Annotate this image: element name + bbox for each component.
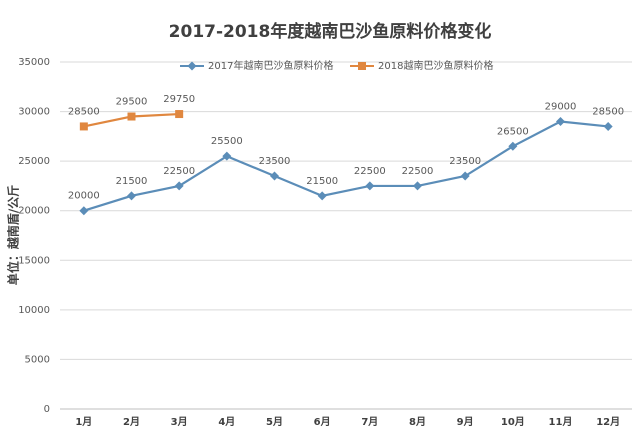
x-tick-label: 8月: [409, 416, 426, 428]
data-label: 23500: [259, 156, 291, 167]
x-tick-label: 11月: [549, 416, 573, 428]
y-tick-label: 0: [44, 404, 50, 415]
data-label: 26500: [497, 126, 529, 137]
data-label: 22500: [354, 166, 386, 177]
point: [175, 110, 184, 119]
data-label: 21500: [116, 176, 148, 187]
y-tick-label: 25000: [18, 156, 50, 167]
data-label: 20000: [68, 191, 100, 202]
series-line: [83, 120, 609, 212]
data-label: 21500: [306, 176, 338, 187]
point: [603, 121, 613, 131]
y-axis-label: 单位：越南盾/公斤: [6, 185, 21, 285]
y-tick-label: 15000: [18, 255, 50, 266]
data-label: 22500: [402, 166, 434, 177]
data-label: 29750: [163, 94, 195, 105]
data-label: 25500: [211, 136, 243, 147]
point: [556, 116, 565, 126]
point: [365, 181, 375, 191]
y-tick-label: 10000: [18, 305, 50, 316]
x-tick-label: 2月: [123, 416, 140, 428]
x-tick-label: 10月: [501, 416, 525, 428]
point: [174, 181, 184, 191]
x-tick-label: 1月: [75, 416, 92, 428]
data-label: 23500: [449, 156, 481, 167]
data-label: 28500: [68, 106, 100, 117]
point: [317, 191, 327, 201]
point: [358, 62, 366, 70]
x-tick-label: 9月: [457, 416, 474, 428]
point: [460, 171, 470, 181]
chart-title: 2017-2018年度越南巴沙鱼原料价格变化: [169, 21, 492, 42]
data-label: 29500: [116, 97, 148, 108]
point: [127, 191, 136, 201]
point: [270, 171, 279, 181]
legend-label: 2017年越南巴沙鱼原料价格: [208, 59, 333, 72]
y-tick-label: 35000: [18, 57, 50, 68]
y-tick-label: 5000: [25, 354, 50, 365]
legend-label: 2018越南巴沙鱼原料价格: [378, 59, 493, 72]
point: [413, 181, 422, 191]
x-tick-label: 3月: [171, 416, 188, 428]
x-tick-label: 6月: [314, 416, 331, 428]
point: [508, 141, 518, 151]
y-tick-label: 20000: [18, 206, 50, 217]
point: [187, 61, 197, 71]
y-tick-label: 30000: [18, 107, 50, 118]
x-tick-label: 4月: [218, 416, 235, 428]
x-tick-label: 12月: [596, 416, 620, 428]
data-label: 29000: [545, 101, 577, 112]
x-tick-label: 5月: [266, 416, 283, 428]
point: [79, 122, 88, 131]
point: [79, 206, 89, 216]
point: [127, 112, 136, 121]
x-tick-label: 7月: [361, 416, 378, 428]
data-label: 28500: [592, 106, 624, 117]
data-label: 22500: [163, 166, 195, 177]
point: [222, 151, 232, 161]
